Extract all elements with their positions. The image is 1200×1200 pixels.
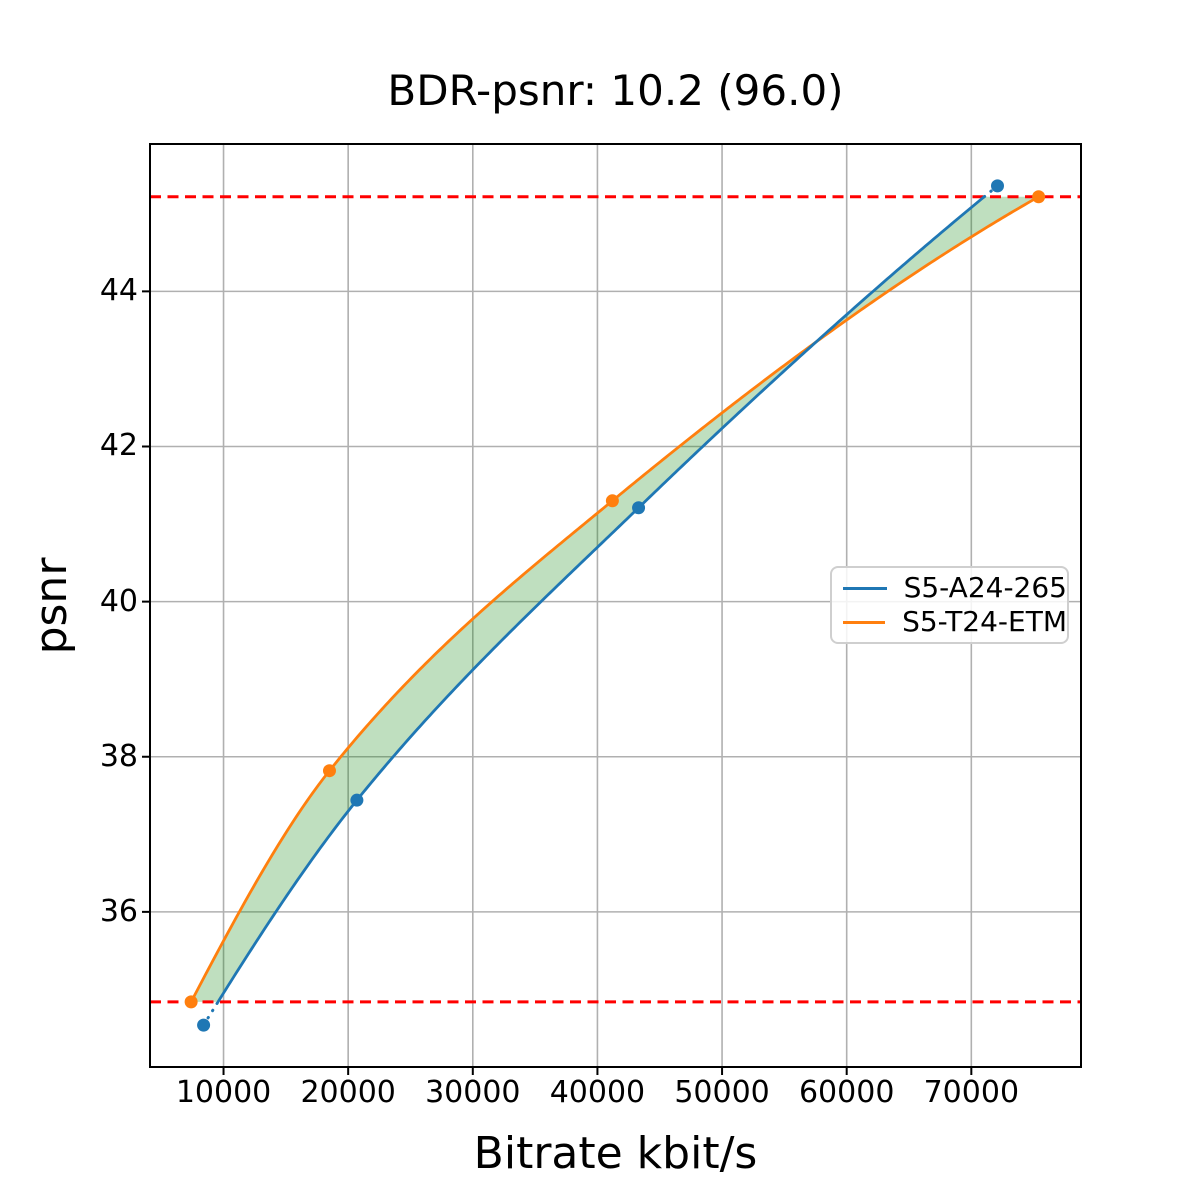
- x-tick-label: 60000: [798, 1075, 895, 1110]
- legend-label: S5-A24-265: [903, 571, 1067, 604]
- x-axis-label: Bitrate kbit/s: [473, 1128, 758, 1179]
- y-tick-label: 44: [99, 273, 138, 309]
- data-point-marker-S5-T24-ETM: [184, 995, 198, 1009]
- data-point-marker-S5-A24-265: [197, 1018, 211, 1032]
- data-point-marker-S5-A24-265: [350, 793, 364, 807]
- y-tick-label: 40: [99, 583, 138, 619]
- legend-item: S5-A24-265: [832, 574, 1067, 602]
- x-tick-label: 40000: [549, 1075, 646, 1110]
- data-point-marker-S5-T24-ETM: [605, 494, 619, 508]
- axes-frame: [149, 143, 1082, 1068]
- x-tick-label: 20000: [300, 1075, 396, 1110]
- data-point-marker-S5-T24-ETM: [1032, 190, 1046, 204]
- x-tick-label: 70000: [923, 1075, 1020, 1110]
- chart-title: BDR-psnr: 10.2 (96.0): [387, 66, 844, 115]
- rd-curve-S5-A24-265: [216, 195, 986, 1004]
- legend-line-sample: [843, 620, 886, 624]
- legend-line-sample: [843, 586, 887, 590]
- x-tick-label: 30000: [425, 1075, 521, 1110]
- x-tick-label: 10000: [175, 1075, 272, 1110]
- data-point-marker-S5-A24-265: [990, 179, 1004, 193]
- legend-item: S5-T24-ETM: [832, 608, 1067, 636]
- rd-curve-extrapolation-dotted: [982, 184, 999, 199]
- x-tick-label: 50000: [674, 1075, 770, 1110]
- y-tick-label: 42: [99, 428, 138, 464]
- y-tick-label: 38: [99, 738, 138, 774]
- data-point-marker-S5-A24-265: [632, 501, 646, 515]
- legend-label: S5-T24-ETM: [902, 605, 1067, 638]
- legend: S5-A24-265 S5-T24-ETM: [830, 566, 1069, 644]
- y-tick-label: 36: [99, 893, 138, 929]
- data-point-marker-S5-T24-ETM: [322, 764, 336, 778]
